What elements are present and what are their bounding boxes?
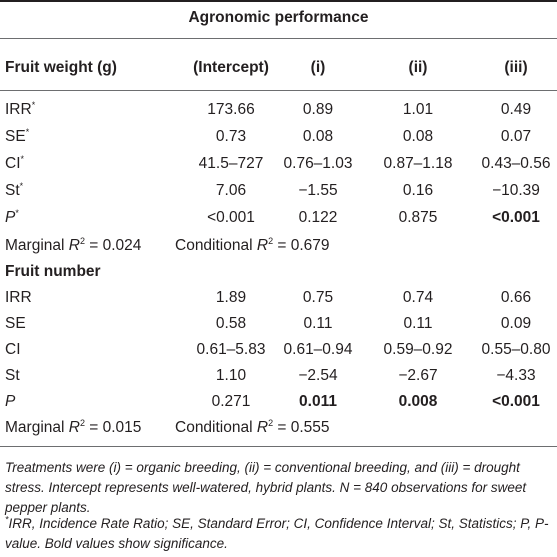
number-cell: 0.59–0.92: [383, 341, 453, 358]
number-cell: −2.67: [398, 367, 438, 384]
number-cell: 0.66: [500, 289, 532, 306]
weight-cell: 41.5–727: [198, 155, 264, 172]
weight-cell: 0.08: [402, 128, 434, 145]
number-conditional-r2: Conditional R2 = 0.555: [175, 417, 330, 436]
weight-row-label: P*: [5, 207, 19, 226]
number-row-label: IRR: [5, 289, 32, 306]
title-rule: [0, 38, 557, 39]
number-cell: 0.55–0.80: [481, 341, 551, 358]
number-cell: 0.61–5.83: [196, 341, 266, 358]
number-cell: 0.74: [402, 289, 434, 306]
weight-cell: 1.01: [402, 101, 434, 118]
weight-cell: <0.001: [492, 209, 540, 226]
weight-marginal-r2: Marginal R2 = 0.024: [5, 235, 142, 254]
footnote-abbreviations: *IRR, Incidence Rate Ratio; SE, Standard…: [5, 514, 549, 551]
weight-cell: <0.001: [207, 209, 255, 226]
weight-cell: −1.55: [298, 182, 338, 199]
bottom-rule: [0, 446, 557, 447]
number-cell: 0.61–0.94: [283, 341, 353, 358]
number-cell: 0.11: [403, 315, 433, 332]
weight-conditional-r2: Conditional R2 = 0.679: [175, 235, 330, 254]
weight-cell: 0.122: [298, 209, 338, 226]
weight-cell: 0.43–0.56: [481, 155, 551, 172]
weight-cell: −10.39: [492, 182, 540, 199]
number-row-label: SE: [5, 315, 26, 332]
header-rule: [0, 90, 557, 91]
weight-cell: 0.07: [500, 128, 532, 145]
number-row-label: CI: [5, 341, 21, 358]
weight-cell: 7.06: [215, 182, 247, 199]
header-col-i: (i): [310, 59, 326, 76]
footnote-treatments: Treatments were (i) = organic breeding, …: [5, 460, 527, 515]
weight-cell: 0.08: [302, 128, 334, 145]
weight-cell: 0.73: [215, 128, 247, 145]
number-row-label: St: [5, 367, 20, 384]
number-cell: −2.54: [298, 367, 338, 384]
weight-row-label: IRR*: [5, 99, 36, 118]
header-col-iii: (iii): [504, 59, 528, 76]
weight-row-label: St*: [5, 180, 24, 199]
weight-cell: 173.66: [207, 101, 255, 118]
number-cell: 1.10: [215, 367, 247, 384]
weight-cell: 0.87–1.18: [383, 155, 453, 172]
number-cell: 0.58: [215, 315, 247, 332]
number-cell: 0.008: [398, 393, 438, 410]
weight-cell: 0.16: [402, 182, 434, 199]
table-title: Agronomic performance: [188, 9, 369, 26]
header-col-ii: (ii): [408, 59, 428, 76]
top-rule: [0, 0, 557, 2]
weight-row-label: SE*: [5, 126, 30, 145]
number-cell: <0.001: [492, 393, 540, 410]
number-cell: 0.75: [302, 289, 334, 306]
header-col-intercept: (Intercept): [193, 59, 269, 76]
weight-cell: 0.76–1.03: [283, 155, 353, 172]
number-cell: −4.33: [496, 367, 536, 384]
number-cell: 0.11: [303, 315, 333, 332]
fruit-number-section: Fruit number: [5, 263, 101, 280]
number-cell: 1.89: [215, 289, 247, 306]
number-marginal-r2: Marginal R2 = 0.015: [5, 417, 142, 436]
number-cell: 0.011: [299, 393, 337, 410]
weight-cell: 0.49: [500, 101, 532, 118]
number-row-label: P: [5, 393, 16, 410]
weight-row-label: CI*: [5, 153, 25, 172]
header-label: Fruit weight (g): [5, 59, 117, 76]
weight-cell: 0.89: [302, 101, 334, 118]
weight-cell: 0.875: [398, 209, 438, 226]
number-cell: 0.09: [500, 315, 532, 332]
number-cell: 0.271: [211, 393, 251, 410]
